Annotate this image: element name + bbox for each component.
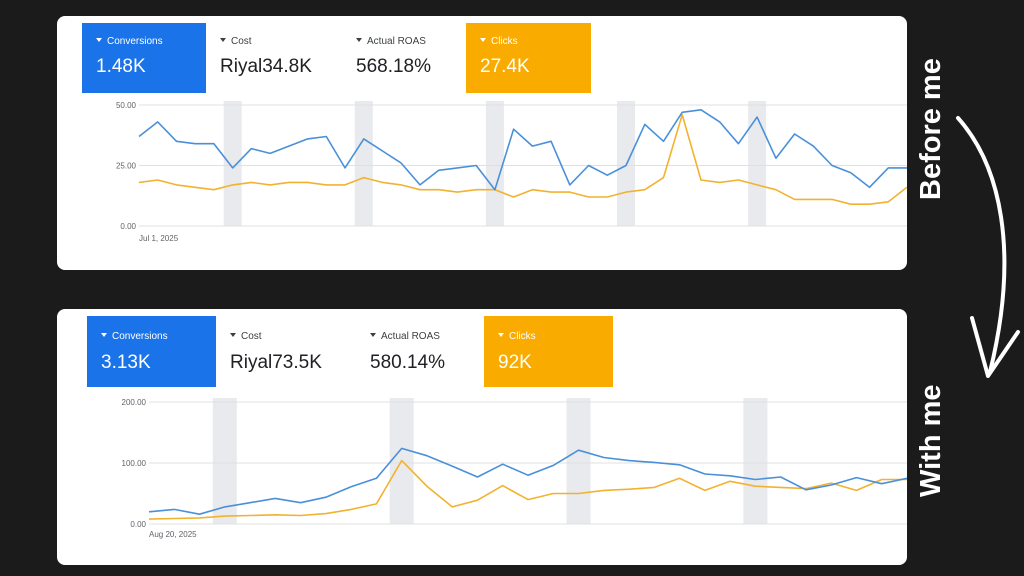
metric-card-conversions[interactable]: Conversions 3.13K xyxy=(87,316,216,387)
y-tick-label: 50.00 xyxy=(116,101,137,110)
x-tick-label: Aug 20, 2025 xyxy=(149,530,197,539)
weekend-band xyxy=(485,101,504,226)
metric-value: 568.18% xyxy=(356,56,432,77)
with-me-label: With me xyxy=(915,384,947,497)
series-line-clicks xyxy=(138,113,907,205)
metric-label: Cost xyxy=(231,36,252,47)
metric-card-actual-roas[interactable]: Actual ROAS 580.14% xyxy=(356,316,484,387)
arrow-head xyxy=(970,316,1020,378)
weekend-band xyxy=(223,101,242,226)
curved-arrow-icon xyxy=(956,116,1020,378)
dropdown-arrow-icon xyxy=(356,38,362,43)
series-line-conversions xyxy=(138,108,907,191)
metric-label: Conversions xyxy=(107,36,163,47)
series-line-clicks xyxy=(148,459,907,520)
dropdown-arrow-icon xyxy=(498,333,504,338)
metric-card-cost[interactable]: Cost Riyal34.8K xyxy=(206,23,342,93)
metric-value: 580.14% xyxy=(370,352,446,373)
dropdown-arrow-icon xyxy=(230,333,236,338)
metric-value: 3.13K xyxy=(101,352,151,373)
weekend-band xyxy=(566,398,591,524)
weekend-band xyxy=(743,398,768,524)
metric-card-conversions[interactable]: Conversions 1.48K xyxy=(82,23,206,93)
before-report-panel: Conversions 1.48K Cost Riyal34.8K Actual… xyxy=(57,16,907,270)
dropdown-arrow-icon xyxy=(370,333,376,338)
weekend-band xyxy=(212,398,237,524)
metric-label: Cost xyxy=(241,331,262,342)
weekend-band xyxy=(748,101,767,226)
after-report-panel: Conversions 3.13K Cost Riyal73.5K Actual… xyxy=(57,309,907,565)
x-tick-label: Jul 1, 2025 xyxy=(139,234,179,243)
metric-value: 27.4K xyxy=(480,56,530,77)
weekend-band xyxy=(617,101,636,226)
dropdown-arrow-icon xyxy=(220,38,226,43)
metric-value: 92K xyxy=(498,352,532,373)
series-line-conversions xyxy=(148,447,907,515)
metric-value: Riyal34.8K xyxy=(220,56,312,77)
dropdown-arrow-icon xyxy=(96,38,102,43)
metric-card-clicks[interactable]: Clicks 27.4K xyxy=(466,23,591,93)
metric-card-actual-roas[interactable]: Actual ROAS 568.18% xyxy=(342,23,466,93)
y-tick-label: 100.00 xyxy=(122,459,147,468)
y-tick-label: 200.00 xyxy=(122,398,147,407)
metric-label: Actual ROAS xyxy=(381,331,440,342)
metric-label: Conversions xyxy=(112,331,168,342)
y-tick-label: 0.00 xyxy=(120,222,136,231)
line-chart-before: 0.00 25.00 50.00 Jul 1, 2025 xyxy=(116,101,907,243)
y-tick-label: 25.00 xyxy=(116,162,137,171)
weekend-band xyxy=(354,101,373,226)
dropdown-arrow-icon xyxy=(480,38,486,43)
metric-value: Riyal73.5K xyxy=(230,352,322,373)
metric-label: Actual ROAS xyxy=(367,36,426,47)
metric-label: Clicks xyxy=(509,331,536,342)
line-chart-after: 0.00 100.00 200.00 Aug 20, 2025 xyxy=(122,398,907,539)
metric-card-cost[interactable]: Cost Riyal73.5K xyxy=(216,316,356,387)
arrow-shaft xyxy=(956,116,1007,374)
dropdown-arrow-icon xyxy=(101,333,107,338)
metric-label: Clicks xyxy=(491,36,518,47)
y-tick-label: 0.00 xyxy=(130,520,146,529)
metric-value: 1.48K xyxy=(96,56,146,77)
metric-card-clicks[interactable]: Clicks 92K xyxy=(484,316,613,387)
